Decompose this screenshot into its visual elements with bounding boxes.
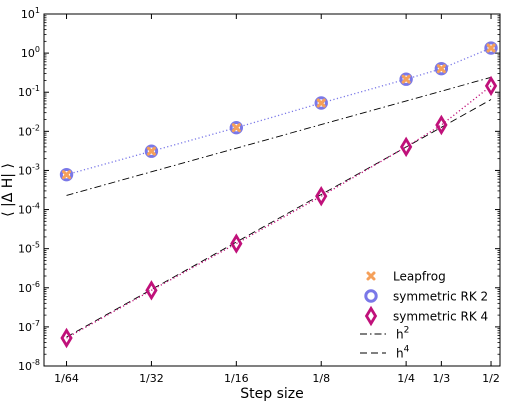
x-tick-label: 1/32 (139, 372, 164, 385)
y-tick-label: 10-5 (18, 241, 40, 256)
y-tick-label: 10-6 (18, 280, 40, 295)
h4-reference-line (66, 99, 492, 338)
legend-label: symmetric RK 4 (393, 310, 488, 324)
data-point-symmetric-rk-2 (314, 96, 328, 110)
data-point-symmetric-rk-4 (315, 185, 328, 207)
legend-marker (364, 289, 378, 303)
data-point-leapfrog (231, 123, 241, 133)
data-point-symmetric-rk-2 (229, 120, 244, 135)
x-tick-label: 1/2 (482, 372, 500, 385)
series-markers (59, 41, 498, 349)
axis-ticks: 10-8 10-7 10-6 10-5 10-4 10-3 10-2 10-1 100 101 1/… (18, 6, 500, 385)
legend-label: Leapfrog (393, 270, 446, 284)
data-point-symmetric-rk-4 (145, 280, 158, 301)
x-tick-label: 1/4 (397, 372, 415, 385)
x-tick-label: 1/8 (312, 372, 330, 385)
x-tick-label: 1/16 (224, 372, 249, 385)
x-axis-title: Step size (240, 386, 303, 402)
plot-frame (43, 13, 501, 367)
data-point-symmetric-rk-4 (399, 136, 413, 158)
y-tick-label: 101 (21, 6, 40, 21)
data-point-leapfrog (401, 74, 411, 84)
legend: Leapfrog symmetric RK 2 symmetric RK 4 h2 h4 (360, 270, 488, 361)
y-axis-title: ⟨ |Δ H| ⟩ (0, 163, 16, 217)
x-tick-label: 1/64 (54, 372, 79, 385)
h2-reference-line (66, 76, 492, 196)
data-point-leapfrog (62, 170, 72, 180)
data-point-symmetric-rk-2 (399, 72, 413, 86)
y-tick-label: 10-4 (18, 202, 40, 217)
y-tick-label: 10-1 (18, 84, 40, 99)
data-point-symmetric-rk-4 (435, 114, 448, 136)
data-point-symmetric-rk-2 (144, 144, 159, 158)
y-tick-label: 10-7 (18, 319, 40, 334)
data-point-leapfrog (146, 146, 156, 156)
data-point-symmetric-rk-2 (59, 167, 74, 182)
y-tick-label: 10-3 (18, 162, 40, 177)
data-point-symmetric-rk-4 (484, 75, 498, 97)
legend-marker (364, 305, 378, 327)
y-tick-label: 10-2 (18, 123, 40, 138)
data-point-leapfrog (436, 64, 446, 74)
legend-label: h2 (396, 326, 409, 342)
y-tick-label: 100 (21, 45, 40, 60)
data-point-symmetric-rk-4 (230, 233, 243, 254)
series-line-symmetric-rk-2 (66, 47, 492, 176)
y-tick-label: 10-8 (18, 358, 40, 373)
legend-marker (366, 271, 376, 281)
data-point-leapfrog (486, 43, 496, 53)
data-point-leapfrog (316, 98, 326, 108)
x-tick-label: 1/3 (433, 372, 451, 385)
data-point-symmetric-rk-4 (60, 327, 73, 349)
data-point-symmetric-rk-2 (434, 61, 449, 76)
legend-label: symmetric RK 2 (393, 290, 488, 304)
series-line-symmetric-rk-4 (66, 85, 492, 339)
legend-label: h4 (396, 345, 410, 361)
data-point-symmetric-rk-2 (484, 41, 498, 55)
